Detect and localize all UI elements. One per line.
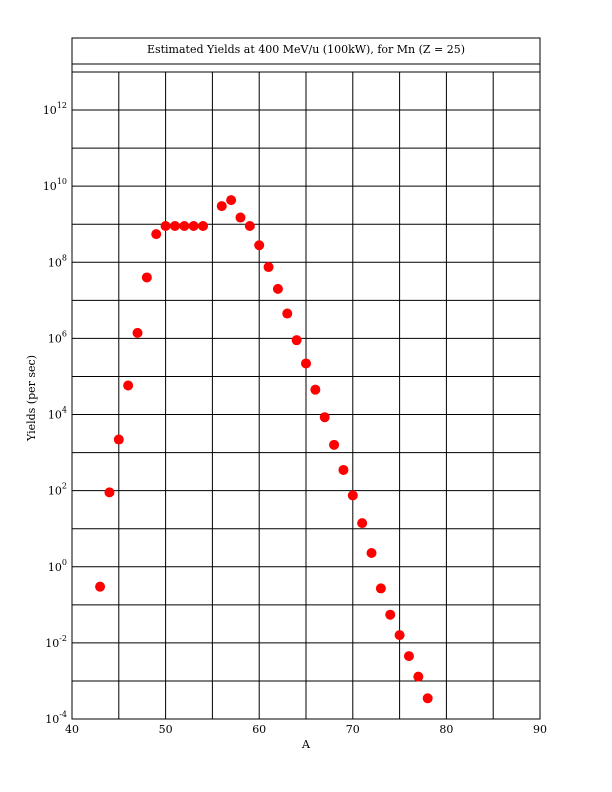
x-tick-label: 70 <box>346 723 360 736</box>
data-point <box>132 327 143 338</box>
y-axis-label: Yields (per sec) <box>25 355 38 442</box>
x-axis: 40 50 60 70 80 90 <box>65 723 547 736</box>
data-point <box>301 358 311 369</box>
x-tick-label: 50 <box>159 723 173 736</box>
data-point <box>179 220 190 231</box>
data-point <box>235 212 246 223</box>
data-point <box>216 201 227 212</box>
data-point <box>310 384 321 395</box>
data-point <box>188 220 199 231</box>
data-point <box>104 487 115 498</box>
data-point <box>375 583 386 594</box>
plot-area <box>71 71 541 720</box>
y-axis: 10-4 10-2 100 102 104 106 108 1010 1012 <box>43 101 67 726</box>
data-point <box>141 272 152 283</box>
title-box <box>71 37 541 73</box>
data-point <box>198 220 209 231</box>
data-point <box>347 490 358 501</box>
chart-title: Estimated Yields at 400 MeV/u (100kW), f… <box>147 43 465 56</box>
data-point <box>385 609 396 620</box>
y-tick-label: 104 <box>48 406 67 422</box>
data-point <box>123 380 134 391</box>
data-point <box>226 195 237 206</box>
y-tick-label: 1010 <box>43 177 67 193</box>
y-tick-label: 100 <box>48 558 67 574</box>
data-point <box>272 283 283 294</box>
data-point <box>254 240 265 251</box>
data-point <box>113 434 124 445</box>
data-point <box>169 220 180 231</box>
data-point <box>357 518 368 529</box>
data-point <box>422 693 433 704</box>
x-tick-label: 40 <box>65 723 79 736</box>
data-point <box>403 651 414 662</box>
y-tick-label: 106 <box>48 329 67 345</box>
data-point <box>282 308 293 319</box>
data-point <box>366 547 377 558</box>
data-point <box>338 464 349 475</box>
data-point <box>95 581 106 592</box>
x-axis-label: A <box>301 738 311 751</box>
data-point <box>263 262 274 273</box>
grid <box>72 72 540 719</box>
y-tick-label: 10-4 <box>45 710 67 726</box>
y-tick-label: 10-2 <box>45 634 67 650</box>
x-tick-label: 80 <box>439 723 453 736</box>
data-point <box>160 220 171 231</box>
y-tick-label: 1012 <box>43 101 67 117</box>
data-point <box>329 439 340 450</box>
x-tick-label: 90 <box>533 723 547 736</box>
data-point <box>394 630 405 641</box>
data-point <box>151 229 162 240</box>
data-point <box>291 335 302 346</box>
data-point <box>319 412 330 423</box>
y-tick-label: 102 <box>48 482 67 498</box>
x-tick-label: 60 <box>252 723 266 736</box>
data-point <box>244 220 255 231</box>
y-tick-label: 108 <box>48 253 67 269</box>
data-point <box>413 671 424 682</box>
data-points <box>95 195 433 704</box>
